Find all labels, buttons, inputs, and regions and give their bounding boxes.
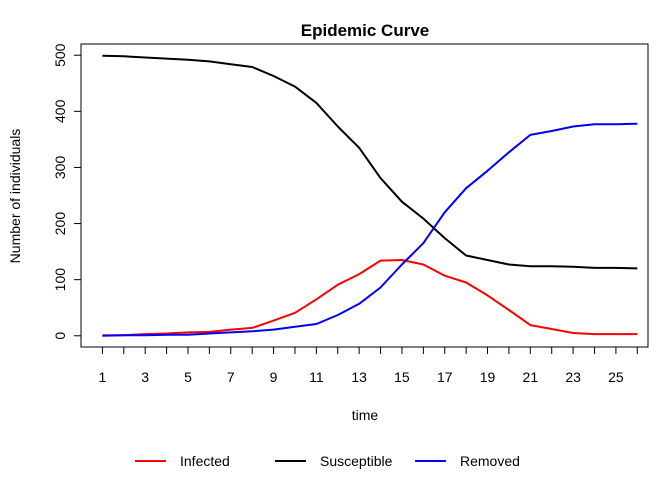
x-tick-label: 19 xyxy=(480,369,496,385)
x-tick-label: 13 xyxy=(351,369,367,385)
x-tick-label: 11 xyxy=(309,369,324,385)
legend: Infected Susceptible Removed xyxy=(135,453,520,469)
x-tick-label: 9 xyxy=(270,369,278,385)
series-line-susceptible xyxy=(102,54,638,270)
legend-label-susceptible: Susceptible xyxy=(320,453,393,469)
x-axis-label: time xyxy=(352,407,379,423)
chart-title: Epidemic Curve xyxy=(301,21,430,40)
y-tick-label: 300 xyxy=(52,156,68,180)
x-tick-label: 21 xyxy=(523,369,539,385)
x-tick-label: 1 xyxy=(98,369,106,385)
series-line-removed xyxy=(102,122,638,337)
x-tick-label: 23 xyxy=(565,369,581,385)
x-tick-label: 15 xyxy=(394,369,410,385)
x-tick-label: 7 xyxy=(227,369,235,385)
plot-frame xyxy=(80,43,649,348)
y-tick-label: 200 xyxy=(52,212,68,236)
x-tick-label: 3 xyxy=(141,369,149,385)
x-axis: 1 3 5 7 9 11 13 15 17 19 21 23 25 xyxy=(98,346,638,385)
y-tick-label: 500 xyxy=(52,43,68,67)
legend-label-infected: Infected xyxy=(180,453,230,469)
y-axis-label: Number of individuals xyxy=(7,129,23,264)
legend-label-removed: Removed xyxy=(460,453,520,469)
y-tick-label: 0 xyxy=(52,332,68,340)
x-tick-label: 17 xyxy=(437,369,453,385)
x-tick-label: 5 xyxy=(184,369,192,385)
y-axis: 0 100 200 300 400 500 xyxy=(52,43,82,340)
x-tick-label: 25 xyxy=(608,369,624,385)
y-tick-label: 400 xyxy=(52,99,68,123)
y-tick-label: 100 xyxy=(52,268,68,292)
series-layer xyxy=(102,54,638,337)
series-line-infected xyxy=(102,259,638,337)
